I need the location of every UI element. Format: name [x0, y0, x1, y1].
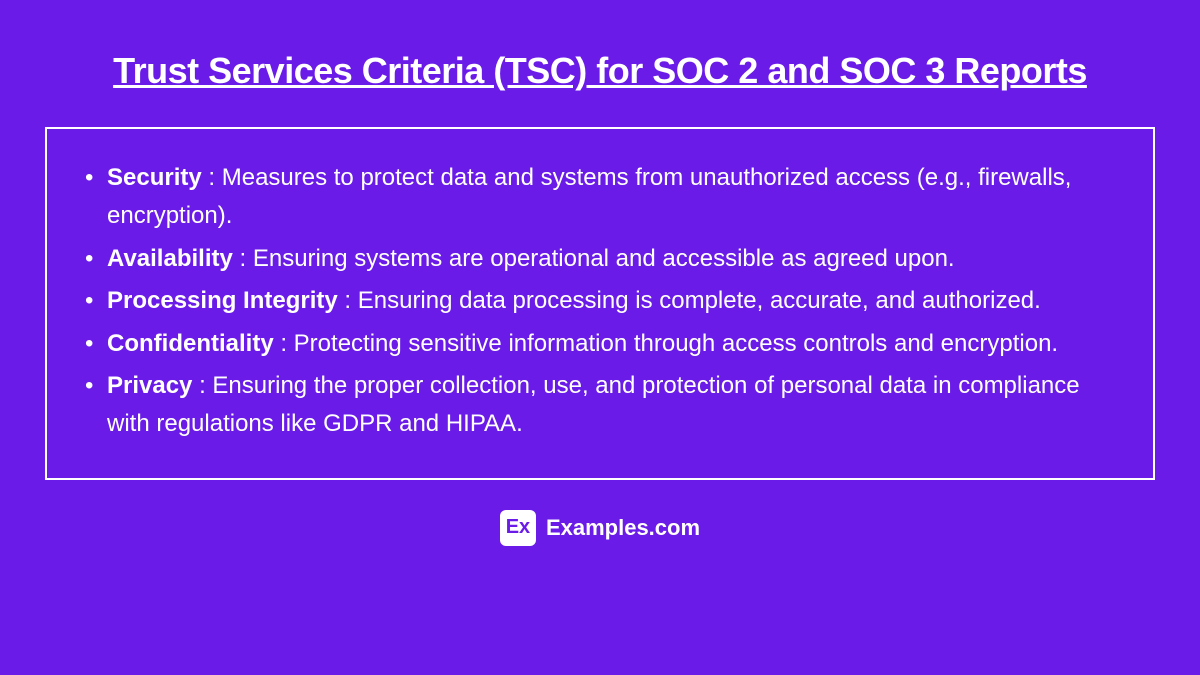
item-term: Processing Integrity: [107, 287, 338, 314]
item-desc: : Ensuring data processing is complete, …: [338, 287, 1041, 314]
list-item: Confidentiality : Protecting sensitive i…: [77, 325, 1113, 363]
item-desc: : Measures to protect data and systems f…: [107, 164, 1071, 229]
list-item: Security : Measures to protect data and …: [77, 159, 1113, 236]
list-item: Availability : Ensuring systems are oper…: [77, 240, 1113, 278]
criteria-list: Security : Measures to protect data and …: [77, 159, 1113, 444]
item-desc: : Protecting sensitive information throu…: [274, 330, 1058, 357]
content-box: Security : Measures to protect data and …: [45, 127, 1155, 480]
list-item: Privacy : Ensuring the proper collection…: [77, 367, 1113, 444]
footer: Ex Examples.com: [500, 510, 700, 546]
item-term: Privacy: [107, 372, 192, 399]
logo-icon: Ex: [500, 510, 536, 546]
page-title: Trust Services Criteria (TSC) for SOC 2 …: [113, 50, 1087, 92]
item-desc: : Ensuring the proper collection, use, a…: [107, 372, 1080, 437]
item-term: Confidentiality: [107, 330, 274, 357]
item-term: Security: [107, 164, 202, 191]
list-item: Processing Integrity : Ensuring data pro…: [77, 282, 1113, 320]
logo-text: Examples.com: [546, 515, 700, 541]
item-desc: : Ensuring systems are operational and a…: [233, 245, 955, 272]
item-term: Availability: [107, 245, 233, 272]
